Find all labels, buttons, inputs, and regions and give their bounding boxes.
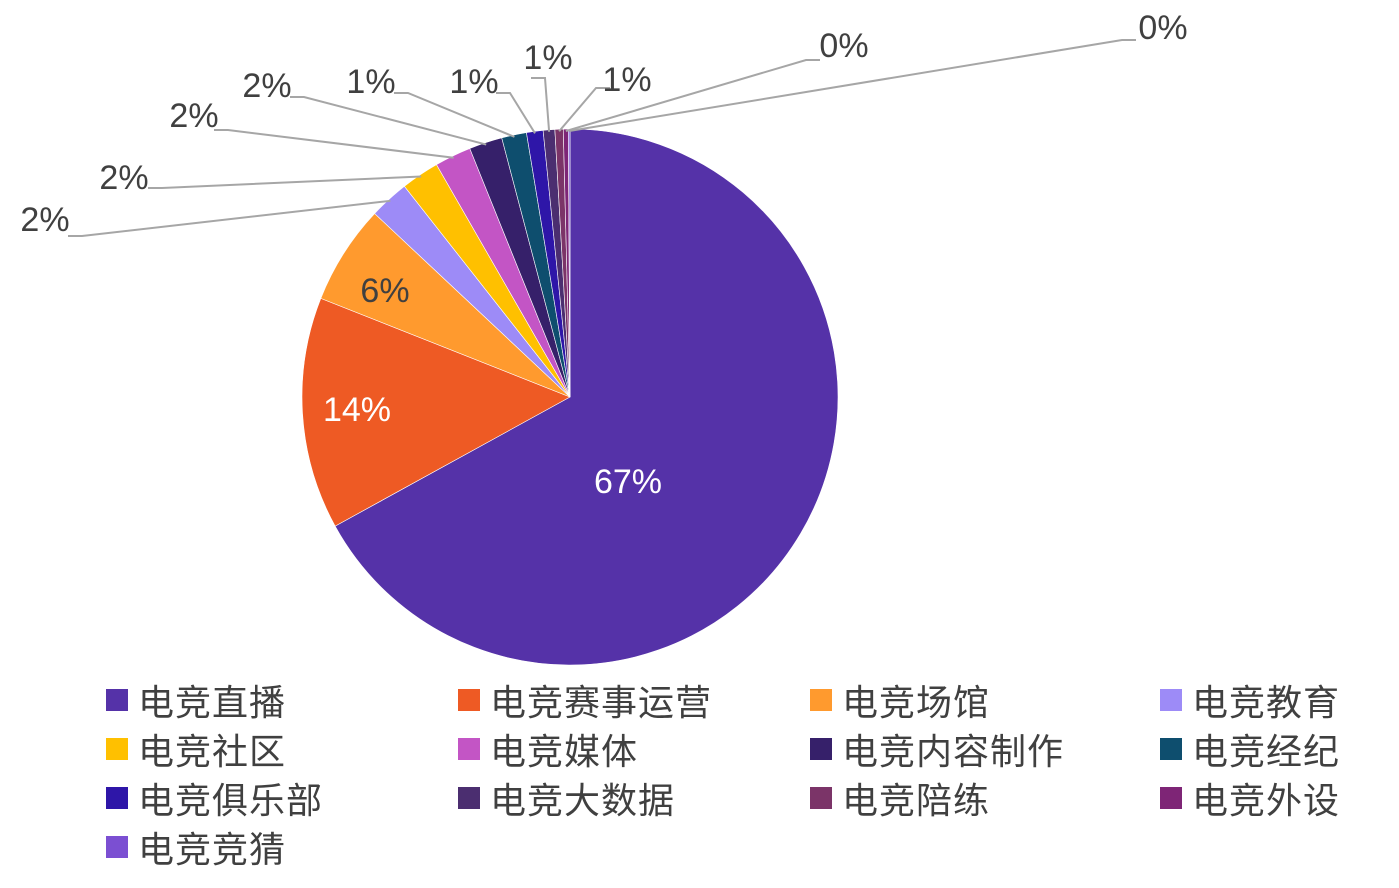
data-label: 2%: [242, 67, 291, 105]
data-label: 1%: [346, 63, 395, 101]
legend-swatch-icon: [810, 787, 832, 809]
legend-swatch-icon: [810, 738, 832, 760]
legend-label: 电竞内容制作: [842, 732, 1065, 773]
legend-item: 电竞俱乐部: [106, 774, 323, 822]
leader-line: [394, 92, 515, 138]
leader-line: [569, 39, 1136, 132]
legend-item: 电竞内容制作: [810, 725, 1064, 773]
legend-swatch-icon: [458, 738, 480, 760]
legend-item: 电竞大数据: [458, 774, 675, 822]
legend-item: 电竞经纪: [1160, 725, 1340, 773]
legend-label: 电竞教育: [1192, 683, 1341, 724]
data-label: 2%: [99, 159, 148, 197]
legend-item: 电竞陪练: [810, 774, 990, 822]
legend-label: 电竞媒体: [490, 732, 639, 773]
leader-line: [496, 92, 536, 134]
data-label: 14%: [323, 391, 391, 429]
legend-label: 电竞大数据: [490, 781, 676, 822]
data-label: 1%: [602, 61, 651, 99]
leader-line: [531, 77, 551, 132]
legend-swatch-icon: [1160, 738, 1182, 760]
legend-swatch-icon: [1160, 787, 1182, 809]
legend-label: 电竞竞猜: [138, 830, 287, 871]
data-label: 67%: [594, 463, 662, 501]
leader-line: [148, 175, 422, 189]
legend-swatch-icon: [458, 787, 480, 809]
pie-slice: [301, 297, 571, 527]
legend-item: 电竞竞猜: [106, 823, 286, 871]
data-label: 0%: [819, 27, 868, 65]
legend-swatch-icon: [106, 738, 128, 760]
legend-item: 电竞媒体: [458, 725, 638, 773]
data-label: 0%: [1138, 9, 1187, 47]
legend-label: 电竞经纪: [1192, 732, 1341, 773]
legend-label: 电竞赛事运营: [490, 683, 713, 724]
leader-line: [214, 129, 454, 159]
legend-swatch-icon: [106, 836, 128, 858]
leader-line: [68, 199, 391, 237]
leader-line: [558, 87, 610, 132]
legend-swatch-icon: [106, 689, 128, 711]
legend-label: 电竞外设: [1192, 781, 1341, 822]
legend-swatch-icon: [106, 787, 128, 809]
legend-swatch-icon: [810, 689, 832, 711]
data-label: 2%: [20, 201, 69, 239]
legend-swatch-icon: [1160, 689, 1182, 711]
legend-item: 电竞直播: [106, 676, 286, 724]
legend-item: 电竞外设: [1160, 774, 1340, 822]
pie-slices: [301, 128, 839, 666]
legend-item: 电竞教育: [1160, 676, 1340, 724]
legend-label: 电竞场馆: [842, 683, 991, 724]
legend-swatch-icon: [458, 689, 480, 711]
leader-line: [290, 96, 487, 146]
legend-label: 电竞陪练: [842, 781, 991, 822]
legend-item: 电竞社区: [106, 725, 286, 773]
data-label: 1%: [523, 39, 572, 77]
leader-lines: [68, 39, 1136, 237]
data-label: 1%: [449, 63, 498, 101]
pie-slice: [334, 128, 839, 666]
data-label: 2%: [169, 97, 218, 135]
legend-label: 电竞俱乐部: [138, 781, 324, 822]
legend-label: 电竞直播: [138, 683, 287, 724]
legend-label: 电竞社区: [138, 732, 287, 773]
legend-item: 电竞场馆: [810, 676, 990, 724]
data-label: 6%: [360, 272, 409, 310]
legend-item: 电竞赛事运营: [458, 676, 712, 724]
data-labels: 67% 14% 6% 2% 2% 2% 2% 1% 1% 1% 1% 0% 0%: [20, 9, 1187, 501]
leader-line: [565, 59, 820, 132]
